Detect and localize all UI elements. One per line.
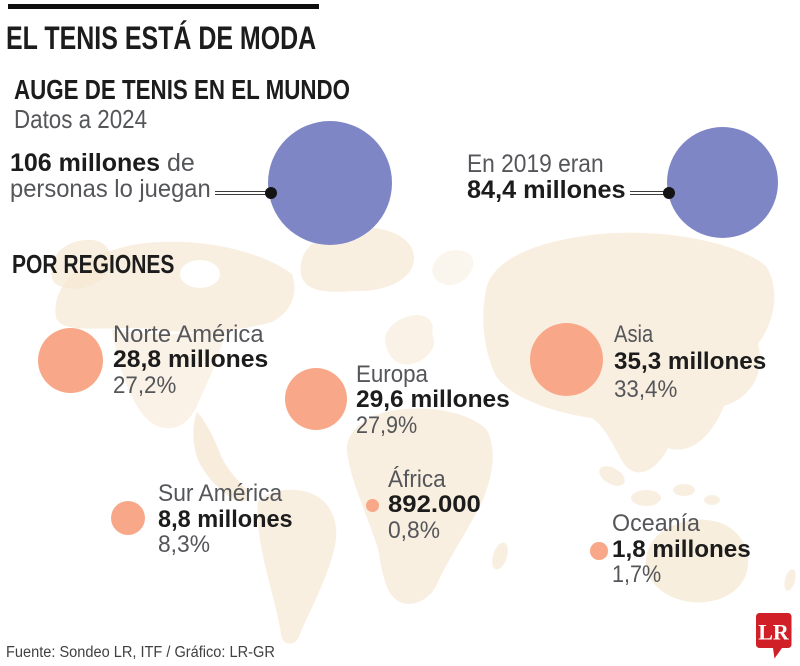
svg-text:LR: LR [758,620,790,645]
